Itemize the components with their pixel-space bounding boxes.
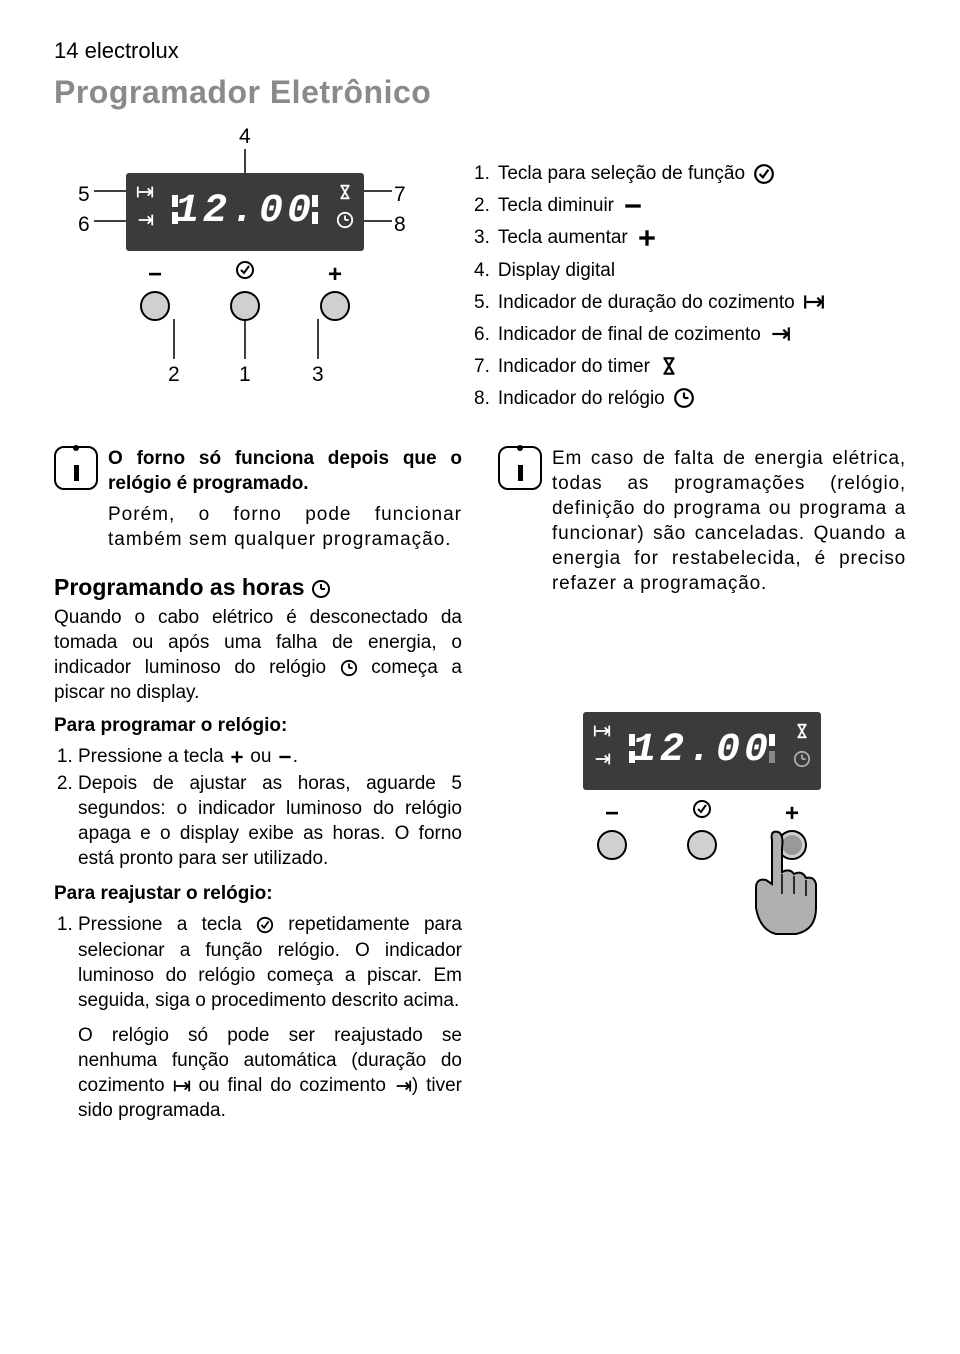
plus-icon: [229, 749, 245, 765]
display-time-small: 12.00: [632, 725, 772, 778]
end-icon: [593, 750, 611, 768]
plus-label: +: [320, 259, 350, 291]
func-icon: [235, 260, 255, 280]
func-icon: [753, 163, 775, 185]
heading-horas: Programando as horas: [54, 572, 462, 602]
func-button[interactable]: [230, 291, 260, 321]
clock-icon: [793, 750, 811, 768]
legend-item: 8. Indicador do relógio: [474, 386, 906, 411]
hand-icon: [742, 830, 832, 940]
small-diagram: 12.00 − +: [532, 712, 872, 860]
info-text-right: Em caso de falta de energia elétrica, to…: [552, 446, 906, 596]
clock-icon: [673, 387, 695, 409]
dur-icon: [803, 291, 825, 313]
page-header: 14 electrolux: [54, 36, 906, 65]
display-panel-small: 12.00: [583, 712, 821, 790]
minus-button[interactable]: [597, 830, 627, 860]
display-time: 12.00: [175, 186, 315, 239]
legend-item: 7. Indicador do timer: [474, 354, 906, 379]
rstep-1: Pressione a tecla repetidamente para sel…: [78, 912, 462, 1012]
diagram: 4 5 6 7 8 2 1 3: [54, 131, 434, 418]
page-title: Programador Eletrônico: [54, 71, 906, 113]
func-button[interactable]: [687, 830, 717, 860]
clock-icon: [336, 211, 354, 229]
legend-item: 3. Tecla aumentar: [474, 225, 906, 250]
heading-reaj: Para reajustar o relógio:: [54, 881, 462, 906]
info-text-left: Porém, o forno pode funcionar também sem…: [108, 502, 462, 552]
legend-item: 2. Tecla diminuir: [474, 193, 906, 218]
timer-icon: [658, 355, 680, 377]
display-panel: 12.00: [126, 173, 364, 251]
legend-item: 1. Tecla para seleção de função: [474, 161, 906, 186]
p-horas: Quando o cabo elétrico é desconectado da…: [54, 605, 462, 705]
func-icon: [256, 916, 274, 934]
legend: 1. Tecla para seleção de função 2. Tecla…: [474, 131, 906, 418]
plus-button[interactable]: [320, 291, 350, 321]
top-section: 4 5 6 7 8 2 1 3: [54, 131, 906, 418]
duration-icon: [593, 722, 611, 740]
func-icon: [692, 799, 712, 819]
left-column: O forno só funciona depois que o relógio…: [54, 446, 462, 1129]
step-1: Pressione a tecla ou .: [78, 744, 462, 769]
end-icon: [136, 211, 154, 229]
minus-icon: [277, 749, 293, 765]
end-icon: [394, 1077, 412, 1095]
heading-prog: Para programar o relógio:: [54, 713, 462, 738]
clock-icon: [340, 659, 358, 677]
timer-icon: [336, 183, 354, 201]
info-icon: [54, 446, 98, 490]
info-bold-left: O forno só funciona depois que o relógio…: [108, 448, 462, 494]
clock-icon: [311, 579, 331, 599]
duration-icon: [136, 183, 154, 201]
minus-label: −: [140, 259, 170, 291]
legend-item: 6. Indicador de final de cozimento: [474, 322, 906, 347]
right-column: Em caso de falta de energia elétrica, to…: [498, 446, 906, 1129]
minus-button[interactable]: [140, 291, 170, 321]
rnote: O relógio só pode ser reajustado se nenh…: [54, 1023, 462, 1123]
legend-item: 4. Display digital: [474, 258, 906, 283]
step-2: Depois de ajustar as horas, aguarde 5 se…: [78, 771, 462, 871]
info-icon: [498, 446, 542, 490]
body-columns: O forno só funciona depois que o relógio…: [54, 446, 906, 1129]
minus-icon: [622, 195, 644, 217]
legend-item: 5. Indicador de duração do cozimento: [474, 290, 906, 315]
timer-icon: [793, 722, 811, 740]
end-icon: [769, 323, 791, 345]
plus-icon: [636, 227, 658, 249]
duration-icon: [173, 1077, 191, 1095]
